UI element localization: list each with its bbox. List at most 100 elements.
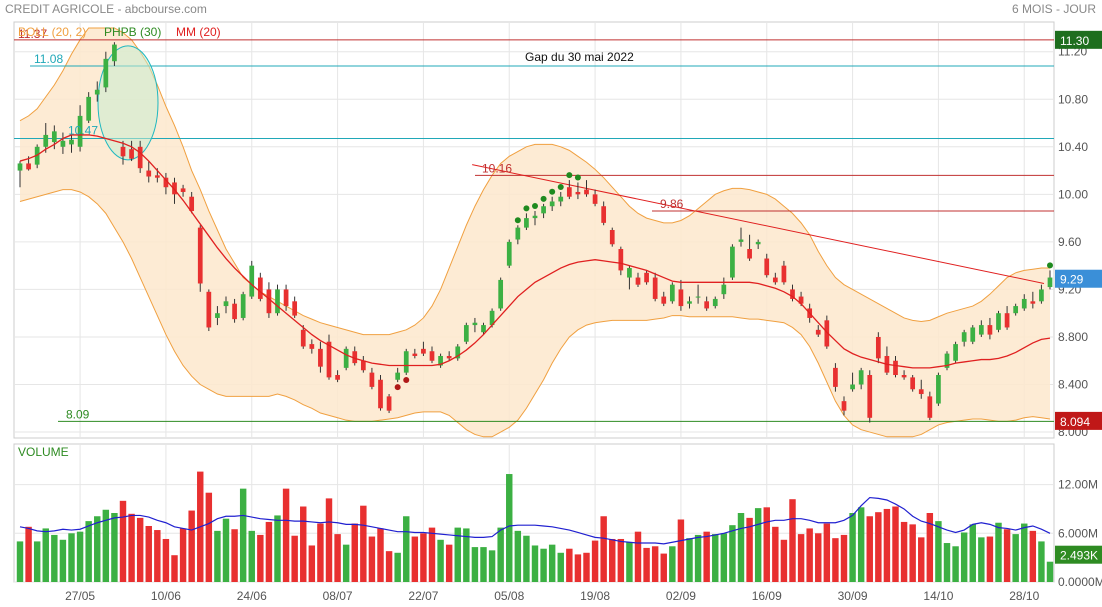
candle-body bbox=[378, 379, 383, 409]
candle-body bbox=[798, 296, 804, 304]
volume-bar bbox=[222, 518, 230, 582]
volume-bar bbox=[540, 548, 547, 582]
candle-body bbox=[669, 284, 675, 302]
date-tick-label: 30/09 bbox=[838, 589, 868, 603]
volume-bar bbox=[291, 535, 298, 582]
candle-body bbox=[678, 289, 684, 307]
candle-body bbox=[721, 284, 727, 295]
volume-bar bbox=[334, 534, 341, 582]
volume-bar bbox=[720, 533, 728, 582]
volume-bar bbox=[712, 534, 719, 582]
volume-bar bbox=[248, 530, 255, 582]
volume-bar bbox=[351, 523, 358, 582]
candle-body bbox=[129, 149, 134, 159]
volume-bar bbox=[960, 532, 968, 582]
level-label: 8.09 bbox=[66, 407, 90, 421]
candle-body bbox=[627, 268, 632, 278]
candle-body bbox=[764, 258, 770, 276]
candle-body bbox=[1004, 313, 1010, 328]
volume-bar bbox=[59, 539, 67, 582]
volume-bar bbox=[883, 508, 891, 582]
volume-bar bbox=[420, 533, 427, 582]
volume-bar bbox=[437, 539, 444, 582]
candle-body bbox=[86, 96, 92, 121]
level-label: 11.37 bbox=[18, 27, 47, 41]
candle-body bbox=[429, 351, 435, 361]
volume-bar bbox=[926, 513, 934, 582]
price-tick-label: 10.00 bbox=[1058, 187, 1088, 201]
level-label: 10.47 bbox=[68, 123, 98, 137]
volume-bar bbox=[42, 528, 49, 582]
date-tick-label: 14/10 bbox=[923, 589, 953, 603]
volume-bar bbox=[729, 525, 736, 582]
candle-body bbox=[481, 325, 486, 333]
phpb-marker bbox=[523, 205, 530, 212]
low-marker bbox=[394, 384, 401, 391]
candle-body bbox=[850, 384, 855, 390]
phpb-marker bbox=[540, 195, 547, 202]
candle-body bbox=[893, 360, 898, 376]
candle-body bbox=[215, 313, 220, 318]
volume-bar bbox=[377, 528, 384, 582]
volume-bar bbox=[900, 521, 908, 582]
volume-bar bbox=[506, 474, 513, 582]
candle-body bbox=[17, 163, 23, 171]
volume-bar bbox=[617, 538, 625, 582]
candle-body bbox=[712, 298, 718, 307]
date-tick-label: 27/05 bbox=[65, 589, 95, 603]
candle-body bbox=[463, 325, 469, 342]
volume-bar bbox=[806, 528, 813, 582]
volume-bar bbox=[231, 529, 238, 582]
volume-bar bbox=[746, 517, 753, 582]
candle-body bbox=[223, 301, 229, 307]
candle-body bbox=[120, 146, 126, 157]
volume-bar bbox=[626, 542, 633, 582]
volume-bar bbox=[274, 515, 281, 582]
candle-body bbox=[987, 325, 993, 335]
horizontal-levels bbox=[14, 39, 1054, 422]
candle-body bbox=[867, 375, 873, 418]
volume-bar bbox=[265, 521, 273, 582]
volume-bar bbox=[385, 551, 393, 582]
volume-bar bbox=[102, 509, 110, 582]
legend-item: BOLL (20, 2) bbox=[18, 25, 86, 39]
volume-title: VOLUME bbox=[18, 445, 69, 459]
price-tick-label: 9.60 bbox=[1058, 235, 1082, 249]
candle-body bbox=[592, 194, 598, 204]
volume-bar bbox=[239, 488, 247, 582]
candle-body bbox=[455, 346, 461, 359]
volume-bar bbox=[154, 530, 161, 582]
candle-body bbox=[815, 329, 821, 335]
level-label: 10.16 bbox=[482, 161, 512, 175]
candle-body bbox=[1013, 306, 1019, 314]
gap-annotation: Gap du 30 mai 2022 bbox=[525, 50, 634, 64]
volume-bar bbox=[772, 526, 779, 582]
volume-bar bbox=[686, 538, 693, 582]
candle-body bbox=[343, 348, 349, 368]
volume-bar bbox=[866, 516, 873, 582]
candle-body bbox=[438, 355, 443, 366]
volume-bar bbox=[471, 547, 479, 582]
candle-body bbox=[875, 336, 881, 359]
candle-body bbox=[772, 277, 778, 283]
volume-bar bbox=[497, 527, 504, 582]
candle-body bbox=[978, 325, 984, 335]
volume-bar bbox=[609, 538, 616, 582]
volume-bar bbox=[797, 534, 805, 582]
candle-body bbox=[180, 188, 186, 192]
candle-body bbox=[318, 348, 323, 367]
date-tick-label: 10/06 bbox=[151, 589, 181, 603]
date-tick-label: 02/09 bbox=[666, 589, 696, 603]
level-value-11-30: 11.30 bbox=[1060, 34, 1089, 48]
candle-body bbox=[566, 187, 572, 197]
volume-bar bbox=[1003, 529, 1011, 582]
candle-body bbox=[515, 227, 521, 240]
date-tick-label: 19/08 bbox=[580, 589, 610, 603]
volume-bar bbox=[76, 531, 84, 582]
volume-bar bbox=[1038, 541, 1045, 582]
candle-body bbox=[189, 196, 195, 211]
volume-bar bbox=[600, 516, 607, 582]
volume-bar bbox=[651, 546, 659, 582]
volume-bar bbox=[986, 536, 994, 582]
candle-body bbox=[541, 206, 546, 214]
